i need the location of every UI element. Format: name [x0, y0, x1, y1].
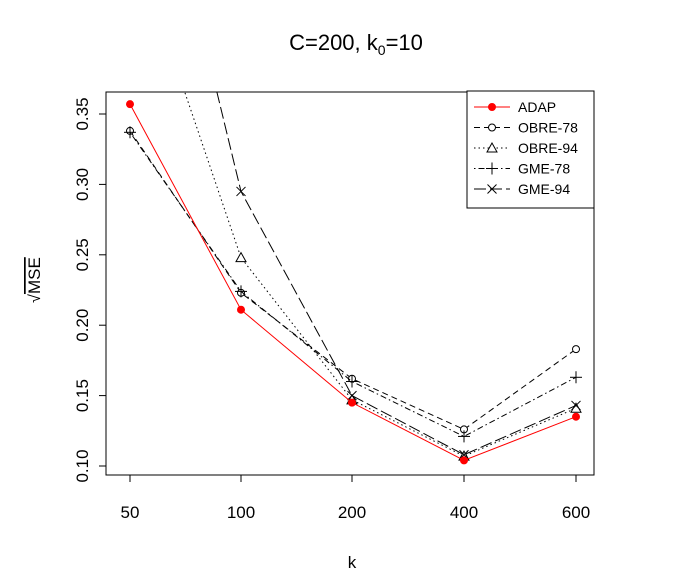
series-line	[184, 92, 577, 457]
legend-label: ADAP	[518, 99, 556, 115]
series-gme-78	[124, 126, 582, 443]
legend-marker	[486, 141, 498, 153]
data-point	[235, 285, 247, 298]
data-point	[458, 430, 470, 443]
chart-title-subscript: 0	[378, 42, 386, 58]
x-tick-label: 200	[338, 503, 366, 522]
y-tick-label-group: 0.25	[73, 238, 92, 271]
legend-label: OBRE-94	[518, 140, 578, 156]
y-tick-label: 0.15	[73, 379, 92, 412]
data-point	[346, 375, 358, 388]
y-tick-label-group: 0.35	[73, 97, 92, 130]
data-point	[570, 402, 582, 413]
legend-marker	[488, 123, 496, 132]
legend-item-gme-78: GME-78	[474, 161, 570, 177]
data-point	[460, 456, 468, 465]
legend-item-obre-78: OBRE-78	[474, 120, 578, 136]
legend-marker	[488, 103, 496, 111]
chart-title: C=200, k0=10	[289, 30, 423, 58]
legend-label: GME-78	[518, 161, 570, 177]
y-tick-label-group: 0.10	[73, 449, 92, 482]
y-tick-label-group: 0.15	[73, 379, 92, 412]
y-tick-label: 0.10	[73, 449, 92, 482]
data-point	[571, 400, 581, 411]
legend: ADAP OBRE-78 OBRE-94 GME-78 GME-94	[466, 90, 595, 209]
x-tick-label: 50	[121, 503, 140, 522]
y-axis-label: √MSE	[25, 257, 44, 303]
y-tick-label: 0.20	[73, 309, 92, 342]
data-point	[348, 398, 356, 407]
y-axis-label-text: MSE	[25, 257, 44, 294]
series-layer	[124, 92, 582, 465]
x-tick-label: 400	[450, 503, 478, 522]
y-tick-label-group: 0.30	[73, 168, 92, 201]
data-point	[347, 390, 357, 401]
legend-marker	[486, 162, 498, 175]
data-point	[236, 186, 246, 197]
y-axis-label-sqrt: √	[27, 294, 44, 303]
data-point	[124, 126, 136, 139]
x-axis-label: k	[348, 553, 357, 572]
chart-title-tail: =10	[386, 30, 423, 55]
data-point	[126, 100, 134, 109]
data-point	[570, 371, 582, 384]
series-adap	[126, 100, 580, 465]
data-point	[572, 345, 580, 354]
y-tick-label: 0.35	[73, 97, 92, 130]
legend-item-gme-94: GME-94	[474, 181, 570, 197]
legend-label: OBRE-78	[518, 120, 578, 136]
x-tick-label: 600	[562, 503, 590, 522]
x-axis: 50 100 200 400 600	[121, 475, 590, 522]
legend-item-adap: ADAP	[474, 99, 556, 115]
y-tick-label-group: 0.20	[73, 309, 92, 342]
legend-label: GME-94	[518, 181, 570, 197]
data-point	[235, 251, 247, 263]
legend-item-obre-94: OBRE-94	[474, 140, 578, 156]
svg-text:√MSE: √MSE	[25, 257, 44, 303]
x-tick-label: 100	[227, 503, 255, 522]
series-line	[129, 132, 577, 437]
y-axis: 0.10 0.15 0.20 0.25 0.30 0.35	[73, 97, 106, 483]
y-tick-label: 0.25	[73, 238, 92, 271]
y-tick-label: 0.30	[73, 168, 92, 201]
series-line	[216, 92, 577, 456]
data-point	[572, 412, 580, 421]
data-point	[237, 305, 245, 314]
legend-marker	[487, 184, 497, 194]
plot-frame	[105, 91, 595, 476]
